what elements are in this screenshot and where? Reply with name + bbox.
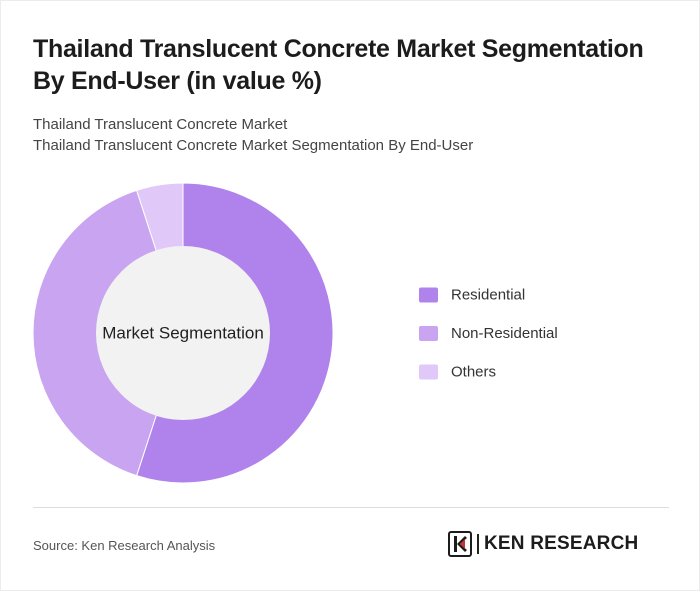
subtitle-block: Thailand Translucent Concrete Market Tha… xyxy=(33,114,673,156)
donut-center-label: Market Segmentation xyxy=(102,324,264,343)
subtitle-line-1: Thailand Translucent Concrete Market xyxy=(33,116,288,133)
logo-wordmark: KEN RESEARCH xyxy=(484,533,639,554)
legend-swatch-residential xyxy=(419,287,438,303)
legend-label-residential[interactable]: Residential xyxy=(451,287,525,304)
donut-center-disc xyxy=(96,246,270,420)
donut-chart-svg: Market Segmentation Residential Non-Resid… xyxy=(32,182,558,484)
chart-legend: Residential Non-Residential Others xyxy=(419,287,558,381)
legend-label-others[interactable]: Others xyxy=(451,364,496,381)
source-note: Source: Ken Research Analysis xyxy=(33,538,216,553)
legend-label-non-residential[interactable]: Non-Residential xyxy=(451,325,558,342)
donut-chart: Market Segmentation Residential Non-Resid… xyxy=(1,171,700,501)
footer-divider xyxy=(33,507,669,508)
page-title: Thailand Translucent Concrete Market Seg… xyxy=(33,35,644,95)
legend-swatch-non-residential xyxy=(419,326,438,341)
logo-separator xyxy=(477,534,479,554)
ken-research-logo: KEN RESEARCH xyxy=(448,531,638,557)
legend-swatch-others xyxy=(419,364,438,380)
subtitle-line-2: Thailand Translucent Concrete Market Seg… xyxy=(33,137,474,154)
ken-research-logo-icon xyxy=(448,531,472,557)
